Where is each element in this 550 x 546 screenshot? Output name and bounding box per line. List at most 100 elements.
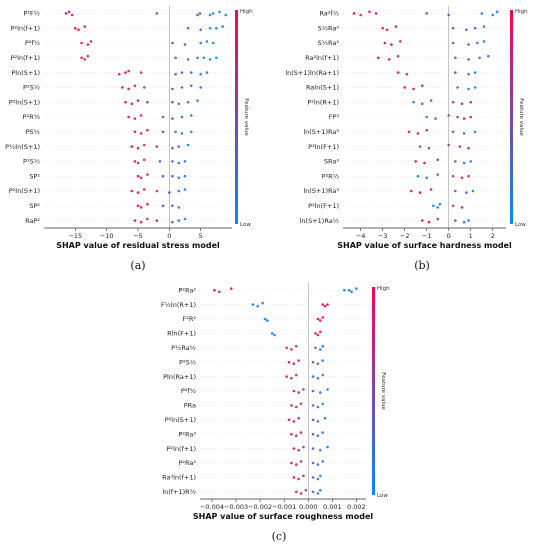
chart-surface-roughness: −0.004 −0.003 −0.002 −0.001 0.000 0.001 0.002S… — [161, 283, 390, 521]
feature-label: P²ln(f+1) — [11, 54, 40, 62]
feature-label: S½Ra³ — [318, 24, 340, 32]
shap-point — [297, 448, 300, 452]
shap-point — [146, 217, 149, 221]
shap-point — [139, 220, 143, 224]
shap-point — [316, 434, 320, 438]
shap-point — [311, 418, 315, 422]
x-tick-label: 1 — [469, 232, 473, 240]
shap-point — [473, 26, 477, 30]
feature-label: P²R½ — [23, 113, 40, 121]
shap-point — [183, 217, 187, 221]
shap-point — [447, 13, 451, 17]
shap-point — [186, 143, 190, 147]
feature-label: FP³ — [329, 113, 340, 121]
shap-point — [177, 219, 181, 222]
shap-point — [180, 71, 184, 74]
shap-point — [177, 161, 181, 165]
shap-point — [476, 41, 479, 45]
shap-point — [196, 56, 199, 60]
shap-point — [77, 28, 80, 32]
shap-point — [321, 402, 324, 406]
shap-point — [425, 176, 429, 180]
shap-point — [86, 54, 90, 58]
shap-point — [321, 431, 324, 434]
shap-point — [409, 189, 413, 193]
shap-point — [189, 114, 193, 117]
x-tick-label: −4 — [356, 232, 366, 240]
shap-point — [117, 72, 121, 76]
shap-point — [487, 54, 490, 58]
colorbar-high-label: High — [240, 9, 253, 15]
shap-point — [290, 461, 293, 465]
shap-point — [359, 13, 362, 17]
shap-point — [412, 100, 415, 104]
shap-point — [326, 303, 329, 306]
shap-point — [256, 304, 260, 308]
x-tick-label: −10 — [100, 232, 114, 240]
feature-label: P²ln(f+1) — [167, 445, 196, 453]
shap-point — [161, 204, 165, 208]
feature-label: P½ln(S+1) — [5, 143, 40, 151]
shap-point — [139, 114, 143, 117]
x-axis-label: SHAP value of surface hardness model — [337, 241, 512, 250]
x-tick-label: 0 — [167, 232, 171, 240]
shap-point — [171, 160, 174, 163]
feature-label: Rln(F+1) — [167, 330, 196, 338]
shap-point — [458, 145, 462, 148]
shap-point — [224, 13, 228, 17]
shap-point — [368, 10, 371, 14]
shap-point — [177, 145, 181, 148]
shap-point — [266, 319, 269, 322]
shap-point — [414, 160, 417, 163]
shap-point — [471, 189, 475, 193]
shap-point — [287, 360, 291, 364]
shap-point — [318, 319, 322, 322]
shap-point — [205, 71, 209, 74]
shap-point — [434, 117, 437, 120]
shap-point — [80, 56, 83, 60]
shap-point — [292, 362, 296, 366]
shap-point — [314, 332, 317, 335]
shap-point — [467, 72, 470, 76]
feature-label: ln(f+1)R½ — [162, 488, 196, 496]
shap-point — [316, 420, 320, 423]
shap-point — [302, 474, 305, 478]
panel-label-c: (c) — [272, 530, 287, 543]
shap-point — [427, 146, 431, 150]
shap-point — [403, 86, 406, 89]
shap-point — [171, 117, 174, 120]
shap-point — [161, 130, 165, 134]
shap-point — [383, 41, 387, 45]
shap-point — [318, 391, 322, 394]
shap-point — [127, 115, 130, 119]
shap-point — [198, 12, 202, 15]
shap-point — [314, 346, 317, 350]
shap-point — [374, 12, 378, 15]
shap-point — [133, 117, 137, 120]
shap-point — [205, 40, 209, 43]
shap-point — [316, 317, 320, 321]
shap-point — [469, 115, 473, 119]
feature-label: P²Ra² — [179, 459, 197, 467]
feature-label: P²ln(R+1) — [307, 98, 339, 106]
shap-point — [473, 86, 477, 89]
shap-point — [171, 87, 174, 91]
shap-point — [469, 100, 473, 104]
shap-point — [390, 43, 393, 46]
shap-point — [285, 346, 288, 350]
shap-point — [186, 58, 190, 61]
shap-point — [139, 206, 143, 209]
shap-point — [64, 12, 68, 15]
shap-point — [412, 87, 415, 91]
shap-point — [217, 290, 221, 294]
shap-point — [396, 71, 400, 74]
feature-label: ln(S+1)ln(Ra+1) — [285, 69, 339, 77]
shap-point — [451, 41, 455, 45]
colorbar-low-label: Low — [240, 222, 251, 228]
shap-point — [263, 317, 267, 321]
shap-point — [311, 447, 315, 450]
shap-point — [321, 316, 324, 319]
shap-point — [229, 287, 233, 290]
shap-point — [465, 191, 468, 194]
feature-label: P²ln(S+1) — [9, 98, 40, 106]
